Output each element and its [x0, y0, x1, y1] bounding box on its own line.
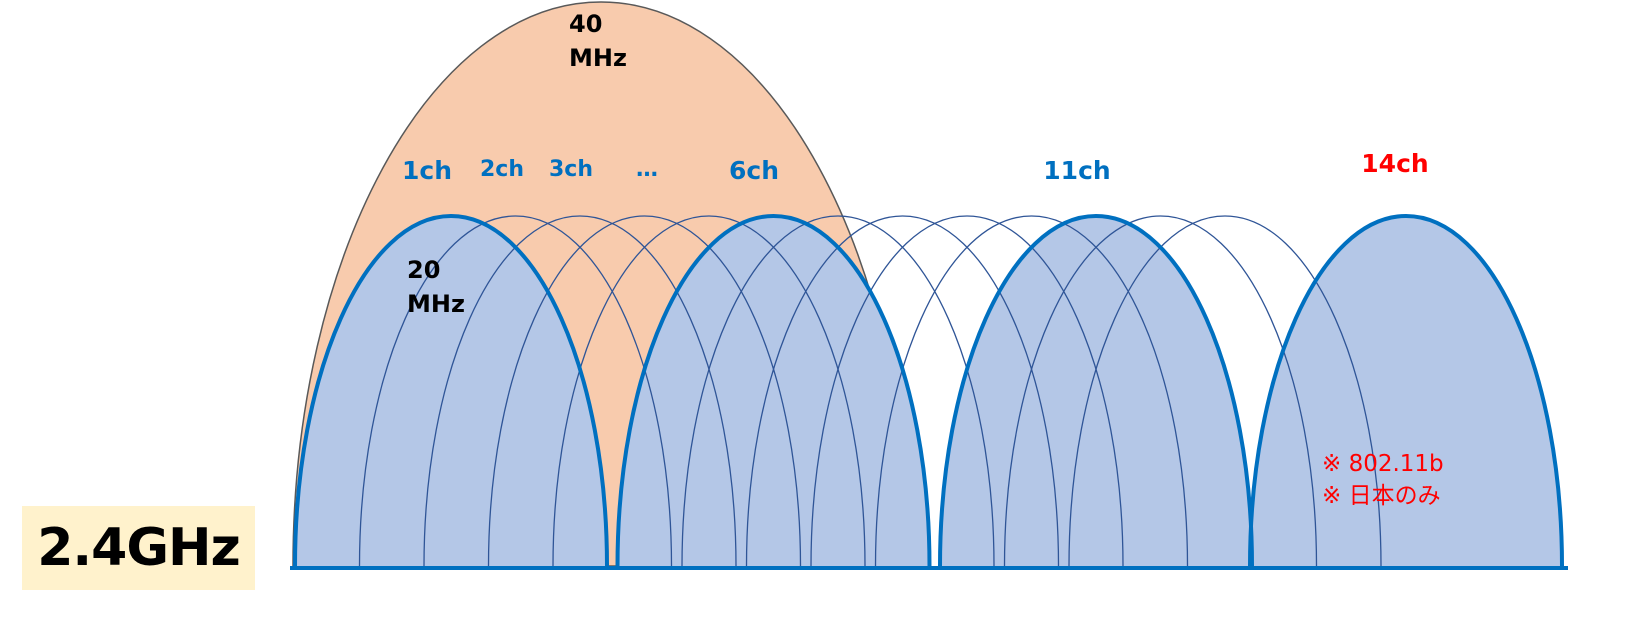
channel-8-arch	[745, 215, 1060, 567]
channel-label-14: 14ch	[1361, 149, 1428, 178]
channel-label-11: 11ch	[1043, 156, 1110, 185]
channel-outline-layer	[358, 215, 1382, 567]
channel-1-arch	[293, 213, 609, 567]
channel-13-arch	[1068, 215, 1382, 567]
channel-label-2: 2ch	[480, 157, 524, 182]
channel-14-fill	[1250, 216, 1562, 566]
channel-9-arch	[810, 215, 1124, 567]
band-label: 2.4GHz	[37, 518, 241, 578]
channel-7-arch	[681, 215, 995, 567]
band-label-box: 2.4GHz	[22, 506, 255, 590]
note-802-11b: ※ 802.11b	[1322, 451, 1444, 477]
channel-label-6: 6ch	[729, 156, 779, 185]
channel-label-1: 1ch	[402, 156, 452, 185]
channel-11-arch	[938, 213, 1254, 567]
channel-label-ellipsis: …	[636, 157, 658, 182]
channel-label-3: 3ch	[549, 157, 593, 182]
channel-fill-layer	[295, 216, 1562, 566]
channel-2-arch	[358, 215, 673, 567]
channel-4-arch	[487, 215, 802, 567]
channel-6-arch	[615, 213, 932, 567]
channel-width-label-line1: 20	[407, 256, 440, 284]
note-japan-only: ※ 日本のみ	[1322, 483, 1441, 509]
channel-6-fill	[617, 216, 930, 566]
channel-12-arch	[1003, 215, 1318, 567]
channel-10-arch	[874, 215, 1189, 567]
channel-3-arch	[423, 215, 737, 567]
channel-width-label-line2: MHz	[407, 290, 465, 318]
wide-channel-width-label-line1: 40	[569, 10, 602, 38]
highlighted-channel-layer	[293, 213, 1564, 567]
channel-14-arch	[1248, 213, 1564, 567]
wide-channel-width-label-line2: MHz	[569, 44, 627, 72]
channel-5-arch	[552, 215, 866, 567]
channel-11-fill	[940, 216, 1252, 566]
channel-1-fill	[295, 216, 607, 566]
